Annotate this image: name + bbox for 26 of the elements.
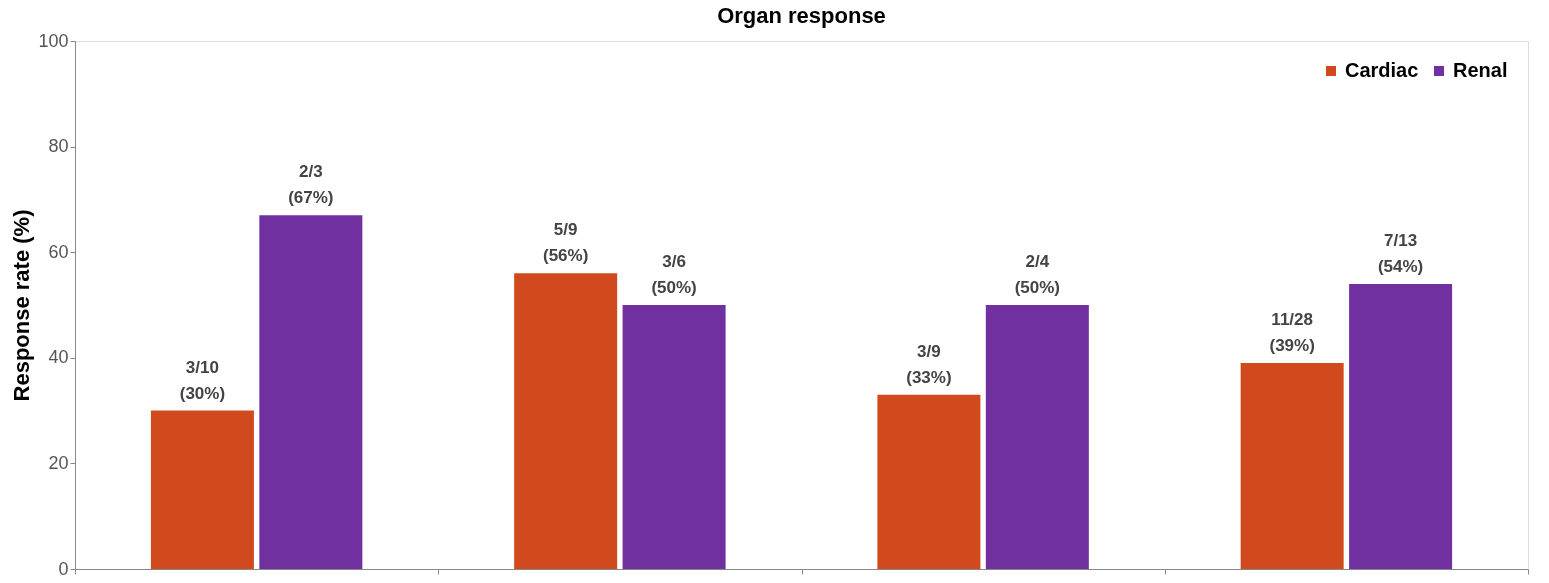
data-label: 2/4 (50%) — [1014, 252, 1061, 297]
y-axis-title: Response rate (%) — [9, 209, 35, 402]
bar — [259, 215, 363, 569]
chart-title: Organ response — [717, 3, 886, 28]
y-tick-label: 40 — [48, 347, 69, 368]
bar — [1240, 363, 1344, 569]
y-tick-label: 100 — [38, 30, 69, 51]
bar — [985, 305, 1089, 569]
bar — [622, 305, 726, 569]
data-label: 5/9 (56%) — [542, 220, 589, 266]
data-label: 3/6 (50%) — [651, 252, 697, 297]
y-tick-label: 60 — [48, 241, 69, 262]
bar — [514, 273, 618, 569]
data-label: 11/28 (39%) — [1269, 310, 1315, 356]
legend-label: Renal — [1453, 59, 1508, 81]
legend-label: Cardiac — [1345, 59, 1419, 81]
bar — [150, 410, 254, 569]
y-tick-label: 80 — [48, 136, 69, 157]
y-tick-label: 0 — [58, 558, 69, 579]
data-label: 7/13 (54%) — [1377, 230, 1424, 276]
bar — [877, 394, 981, 569]
data-label: 2/3 (67%) — [288, 162, 334, 208]
bar — [1349, 283, 1453, 569]
data-label: 3/10 (30%) — [179, 357, 226, 403]
data-label: 3/9 (33%) — [906, 341, 952, 387]
y-tick-label: 20 — [48, 452, 69, 473]
